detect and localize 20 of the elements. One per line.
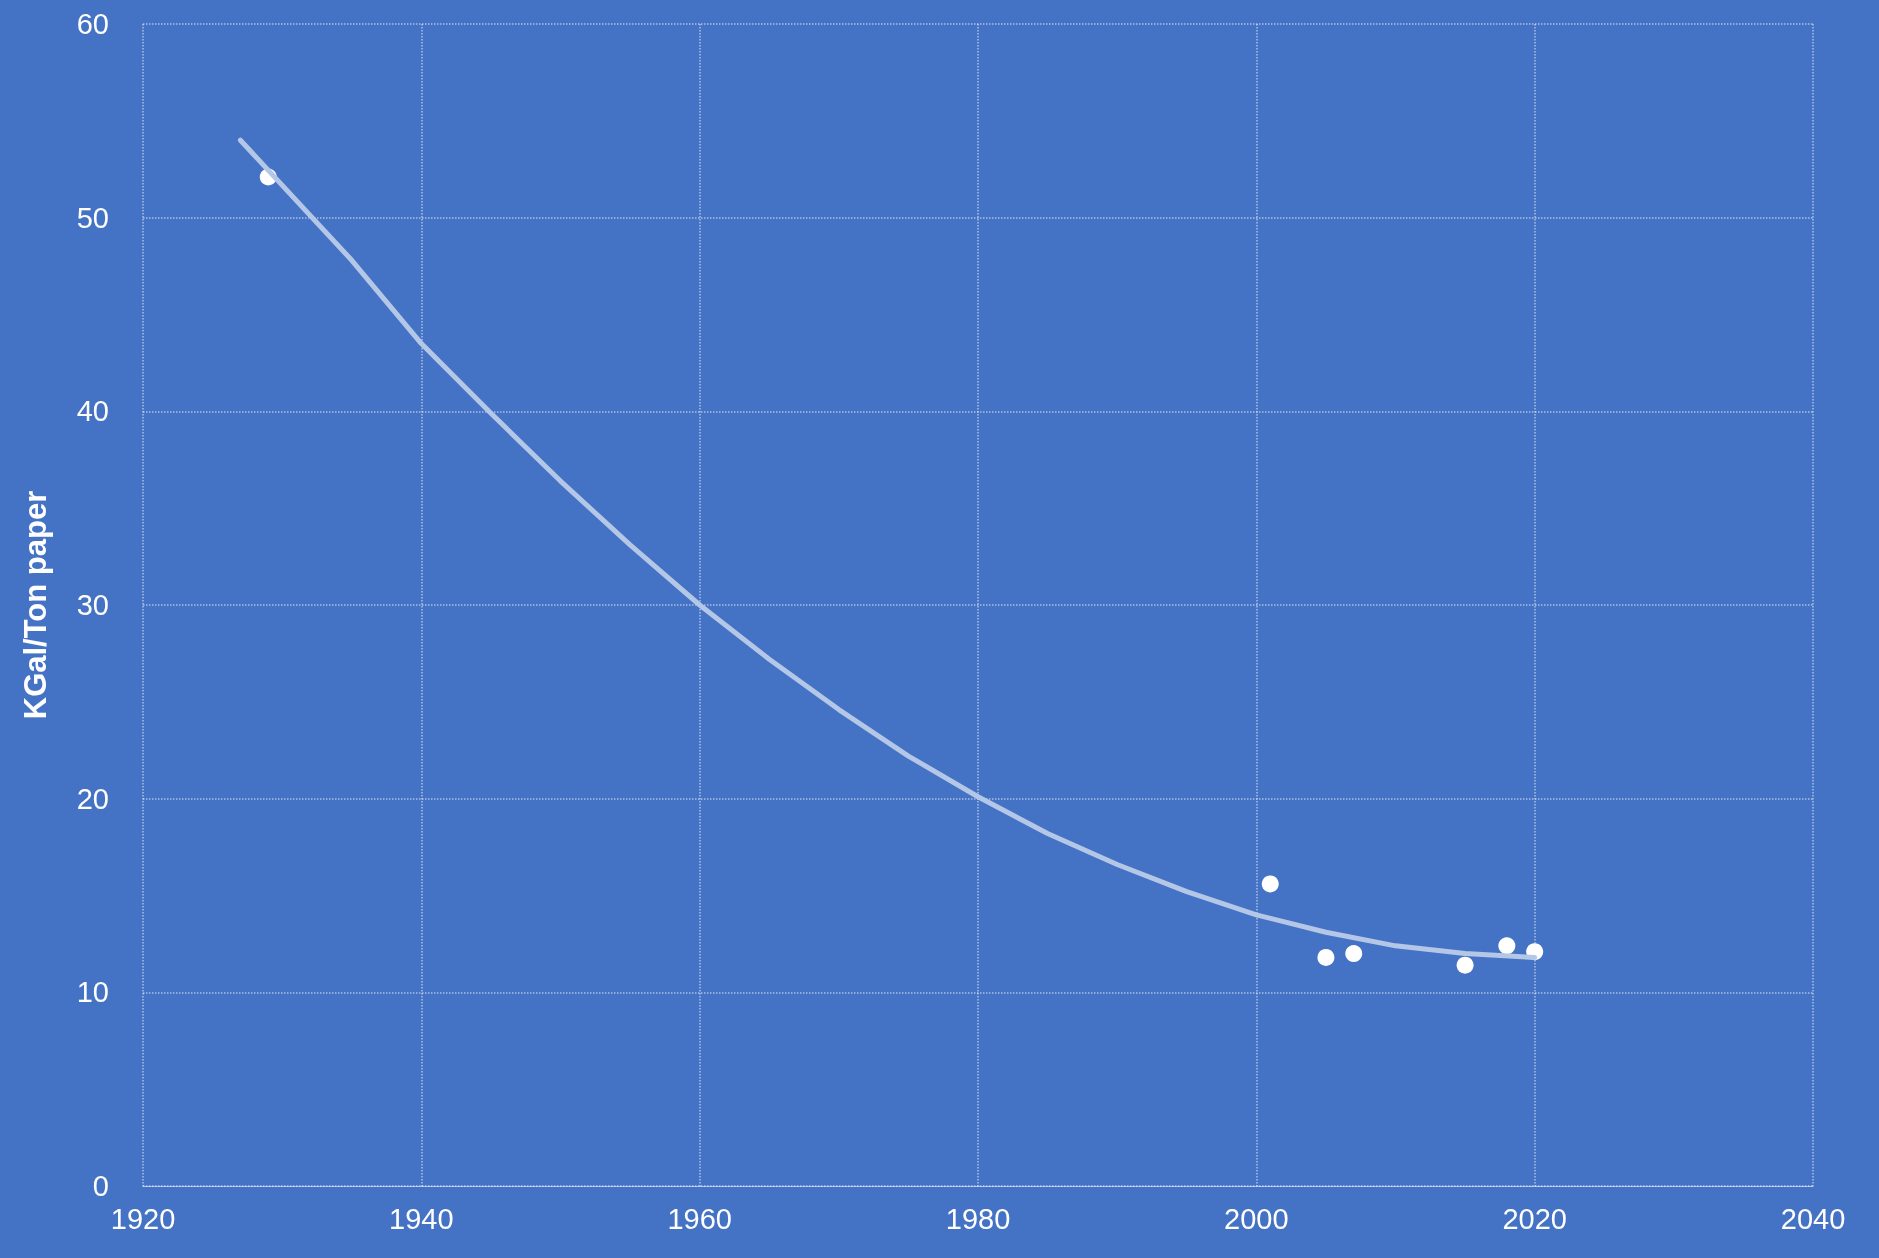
y-tick-label: 60 [76, 8, 109, 40]
y-axis-title: KGal/Ton paper [18, 490, 53, 720]
x-tick-label: 1960 [667, 1202, 732, 1235]
x-tick-label: 1980 [945, 1202, 1011, 1235]
point [1261, 875, 1279, 893]
x-tick-label: 2020 [1502, 1202, 1567, 1235]
x-tick-label: 1920 [110, 1202, 176, 1235]
x-tick-label: 2000 [1224, 1202, 1289, 1235]
y-tick-label: 20 [76, 782, 109, 815]
point [1317, 948, 1335, 966]
point [1498, 937, 1516, 955]
y-tick-label: 0 [92, 1170, 109, 1202]
y-tick-label: 10 [76, 976, 109, 1009]
point [1456, 956, 1474, 974]
y-tick-label: 30 [76, 589, 109, 621]
point [1345, 945, 1363, 963]
y-tick-label: 40 [76, 395, 109, 428]
y-tick-label: 50 [76, 201, 109, 234]
x-tick-label: 1940 [389, 1202, 454, 1235]
x-tick-label: 2040 [1780, 1202, 1846, 1235]
